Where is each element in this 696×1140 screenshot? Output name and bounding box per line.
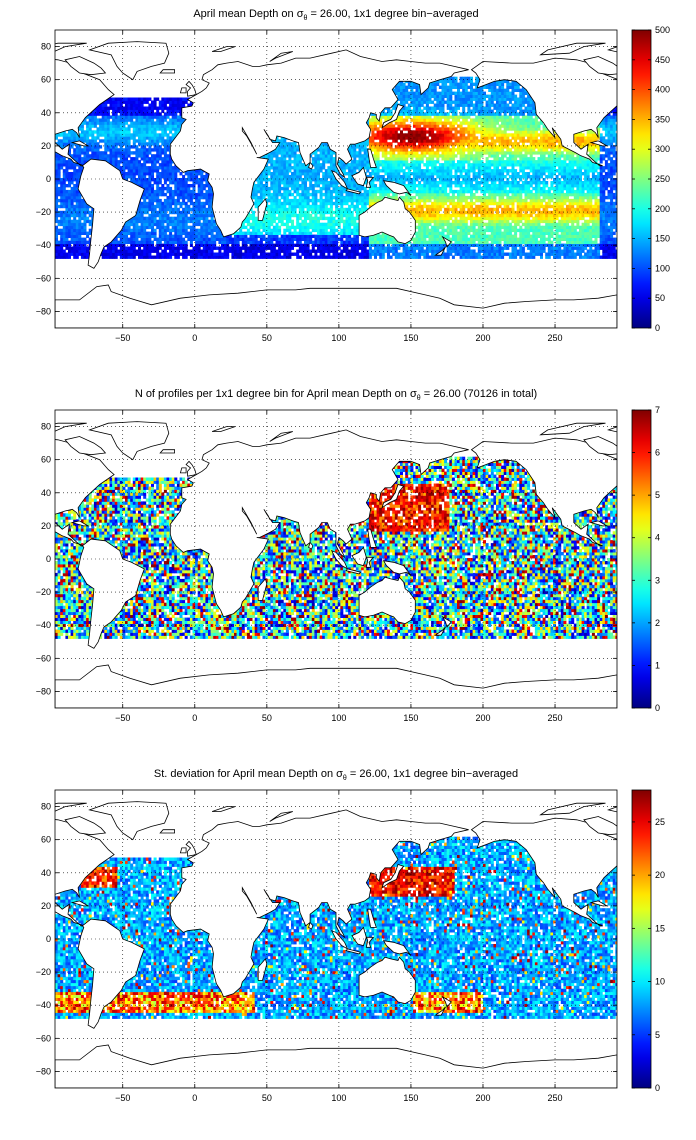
colorbar-tick-label: 25 <box>655 817 665 827</box>
y-tick-label: 80 <box>41 422 51 432</box>
x-tick-label: 100 <box>331 713 346 723</box>
y-tick-label: −40 <box>36 620 51 630</box>
colorbar <box>631 789 652 1089</box>
x-tick-label: 250 <box>548 1093 563 1103</box>
colorbar-tick-label: 5 <box>655 1030 660 1040</box>
x-tick-label: 0 <box>192 713 197 723</box>
colorbar-tick-label: 2 <box>655 618 660 628</box>
colorbar-tick-label: 0 <box>655 703 660 713</box>
x-tick-label: 200 <box>475 1093 490 1103</box>
y-tick-label: 60 <box>41 835 51 845</box>
map-plot-std-deviation: −50 0 50 100 150 200 250806040200−20−40−60−800… <box>36 789 665 1103</box>
panel-title: N of profiles per 1x1 degree bin for Apr… <box>55 388 617 402</box>
x-tick-label: 150 <box>403 713 418 723</box>
panel-title: April mean Depth on σθ = 26.00, 1x1 degr… <box>55 8 617 22</box>
colorbar-tick-label: 250 <box>655 174 670 184</box>
x-tick-label: 50 <box>262 713 272 723</box>
y-tick-label: 20 <box>41 901 51 911</box>
y-tick-label: 0 <box>46 174 51 184</box>
x-tick-label: 150 <box>403 333 418 343</box>
y-tick-label: 0 <box>46 934 51 944</box>
x-tick-label: −50 <box>115 333 130 343</box>
y-tick-label: 40 <box>41 488 51 498</box>
x-tick-label: 0 <box>192 1093 197 1103</box>
y-tick-label: −40 <box>36 1000 51 1010</box>
y-tick-label: 0 <box>46 554 51 564</box>
x-tick-label: 200 <box>475 333 490 343</box>
y-tick-label: 60 <box>41 75 51 85</box>
map-plot-profile-count: −50 0 50 100 150 200 250806040200−20−40−60−800… <box>36 405 660 723</box>
colorbar <box>631 409 652 709</box>
colorbar-tick-label: 50 <box>655 293 665 303</box>
x-tick-label: 200 <box>475 713 490 723</box>
colorbar-tick-label: 15 <box>655 923 665 933</box>
y-tick-label: −40 <box>36 240 51 250</box>
x-tick-label: 50 <box>262 1093 272 1103</box>
y-tick-label: −60 <box>36 1033 51 1043</box>
grid-lines <box>55 410 617 708</box>
x-tick-label: 0 <box>192 333 197 343</box>
colorbar-tick-label: 10 <box>655 977 665 987</box>
y-tick-label: 80 <box>41 802 51 812</box>
y-tick-label: −60 <box>36 273 51 283</box>
grid-lines <box>55 30 617 328</box>
map-plot-mean-depth: −50 0 50 100 150 200 250806040200−20−40−60−800… <box>36 25 670 343</box>
panel-mean-depth: April mean Depth on σθ = 26.00, 1x1 degr… <box>0 0 696 380</box>
y-tick-label: 20 <box>41 141 51 151</box>
x-tick-label: −50 <box>115 713 130 723</box>
x-tick-label: 50 <box>262 333 272 343</box>
land-coastlines <box>55 421 617 708</box>
grid-lines <box>55 790 617 1088</box>
colorbar-tick-label: 400 <box>655 85 670 95</box>
colorbar-tick-label: 3 <box>655 575 660 585</box>
panel-profile-count: N of profiles per 1x1 degree bin for Apr… <box>0 380 696 760</box>
x-tick-label: 150 <box>403 1093 418 1103</box>
panel-title: St. deviation for April mean Depth on σθ… <box>55 768 617 782</box>
colorbar-tick-label: 7 <box>655 405 660 415</box>
colorbar-tick-label: 1 <box>655 660 660 670</box>
x-tick-label: −50 <box>115 1093 130 1103</box>
y-tick-label: 80 <box>41 42 51 52</box>
colorbar-tick-label: 20 <box>655 870 665 880</box>
y-tick-label: −80 <box>36 306 51 316</box>
colorbar-tick-label: 0 <box>655 1083 660 1093</box>
colorbar-tick-label: 200 <box>655 204 670 214</box>
x-tick-label: 250 <box>548 333 563 343</box>
x-tick-label: 250 <box>548 713 563 723</box>
y-tick-label: −80 <box>36 1066 51 1076</box>
panel-std-deviation: St. deviation for April mean Depth on σθ… <box>0 760 696 1140</box>
y-tick-label: −60 <box>36 653 51 663</box>
y-tick-label: −20 <box>36 967 51 977</box>
colorbar-tick-label: 500 <box>655 25 670 35</box>
colorbar-tick-label: 5 <box>655 490 660 500</box>
x-tick-label: 100 <box>331 1093 346 1103</box>
y-tick-label: −80 <box>36 686 51 696</box>
y-tick-label: −20 <box>36 587 51 597</box>
colorbar-tick-label: 100 <box>655 263 670 273</box>
y-tick-label: 40 <box>41 108 51 118</box>
colorbar-tick-label: 150 <box>655 234 670 244</box>
colorbar-tick-label: 4 <box>655 533 660 543</box>
land-coastlines <box>55 801 617 1088</box>
y-tick-label: 60 <box>41 455 51 465</box>
colorbar-tick-label: 300 <box>655 144 670 154</box>
y-tick-label: 20 <box>41 521 51 531</box>
colorbar-tick-label: 0 <box>655 323 660 333</box>
x-tick-label: 100 <box>331 333 346 343</box>
land-coastlines <box>55 41 617 328</box>
colorbar-tick-label: 350 <box>655 114 670 124</box>
colorbar-tick-label: 6 <box>655 448 660 458</box>
colorbar-tick-label: 450 <box>655 55 670 65</box>
y-tick-label: −20 <box>36 207 51 217</box>
y-tick-label: 40 <box>41 868 51 878</box>
